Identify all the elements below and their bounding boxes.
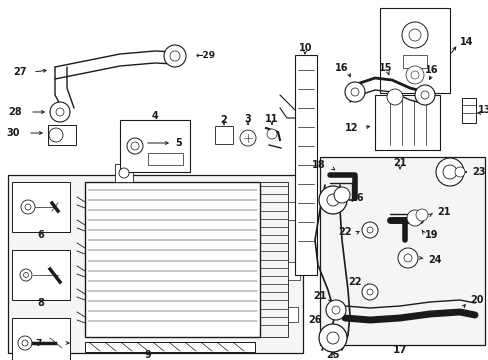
Circle shape [401, 22, 427, 48]
Text: 12: 12 [344, 123, 357, 133]
Circle shape [326, 194, 338, 206]
Bar [8, 175, 303, 353]
Text: 8: 8 [38, 298, 44, 308]
Bar [115, 164, 133, 182]
Circle shape [361, 222, 377, 238]
Text: 21: 21 [436, 207, 449, 217]
Circle shape [406, 210, 422, 226]
Circle shape [325, 300, 346, 320]
Circle shape [21, 200, 35, 214]
Bar [148, 153, 183, 165]
Text: 23: 23 [471, 167, 485, 177]
Text: 16: 16 [335, 63, 348, 73]
Text: 11: 11 [264, 114, 278, 124]
Text: 16: 16 [425, 65, 438, 75]
Circle shape [266, 129, 276, 139]
Bar [12, 318, 70, 360]
Circle shape [403, 254, 411, 262]
Circle shape [366, 227, 372, 233]
Text: 28: 28 [8, 107, 22, 117]
Bar [402, 55, 426, 68]
Circle shape [20, 269, 32, 281]
Text: 21: 21 [313, 291, 326, 301]
Text: 14: 14 [459, 37, 472, 47]
Text: 5: 5 [175, 138, 182, 148]
Circle shape [49, 128, 63, 142]
Text: 20: 20 [469, 295, 483, 305]
Text: 27: 27 [14, 67, 27, 77]
Text: 15: 15 [379, 63, 392, 73]
Circle shape [442, 165, 456, 179]
Circle shape [22, 340, 28, 346]
Bar [294, 55, 316, 275]
Bar [260, 182, 287, 337]
Circle shape [331, 306, 339, 314]
Circle shape [18, 336, 32, 350]
Bar [319, 157, 484, 345]
Bar [374, 95, 439, 150]
Text: 21: 21 [392, 158, 406, 168]
Circle shape [170, 51, 180, 61]
Circle shape [414, 85, 434, 105]
Bar [12, 182, 70, 232]
Circle shape [345, 82, 364, 102]
Text: 10: 10 [299, 43, 312, 53]
Circle shape [23, 273, 28, 278]
Bar [120, 120, 190, 172]
Text: ←29: ←29 [196, 50, 216, 59]
Circle shape [56, 108, 64, 116]
Circle shape [326, 332, 338, 344]
Text: 22: 22 [338, 227, 351, 237]
Circle shape [361, 284, 377, 300]
Circle shape [408, 29, 420, 41]
Bar [215, 126, 232, 144]
Bar [12, 250, 70, 300]
Bar [48, 125, 76, 145]
Bar [287, 307, 297, 322]
Circle shape [415, 209, 427, 221]
Bar [287, 202, 299, 220]
Text: 26: 26 [349, 193, 363, 203]
Circle shape [405, 66, 423, 84]
Circle shape [25, 204, 31, 210]
Text: 17: 17 [392, 345, 407, 355]
Text: 25: 25 [325, 350, 339, 360]
Text: 6: 6 [38, 230, 44, 240]
Circle shape [333, 187, 349, 203]
Text: 4: 4 [151, 111, 158, 121]
Bar [461, 98, 475, 123]
Circle shape [318, 186, 346, 214]
Text: 30: 30 [6, 128, 20, 138]
Text: 3: 3 [244, 114, 251, 124]
Text: 18: 18 [312, 160, 325, 170]
Circle shape [386, 89, 402, 105]
Circle shape [318, 324, 346, 352]
Circle shape [454, 167, 464, 177]
Circle shape [163, 45, 185, 67]
Text: 2: 2 [220, 115, 227, 125]
Circle shape [366, 289, 372, 295]
Text: 13: 13 [477, 105, 488, 115]
Circle shape [350, 88, 358, 96]
Text: 9: 9 [144, 350, 151, 360]
Circle shape [435, 158, 463, 186]
Circle shape [420, 91, 428, 99]
Text: 7: 7 [35, 338, 41, 347]
Bar [85, 182, 260, 337]
Circle shape [131, 142, 139, 150]
Text: 24: 24 [427, 255, 441, 265]
Circle shape [119, 168, 129, 178]
Bar [85, 342, 254, 352]
Text: 1: 1 [46, 351, 54, 360]
Text: 19: 19 [424, 230, 438, 240]
Text: 26: 26 [308, 315, 321, 325]
Circle shape [127, 138, 142, 154]
Text: 22: 22 [348, 277, 361, 287]
Circle shape [397, 248, 417, 268]
Circle shape [240, 130, 256, 146]
Circle shape [410, 71, 418, 79]
Circle shape [50, 102, 70, 122]
Bar [287, 262, 299, 280]
Bar [379, 8, 449, 93]
